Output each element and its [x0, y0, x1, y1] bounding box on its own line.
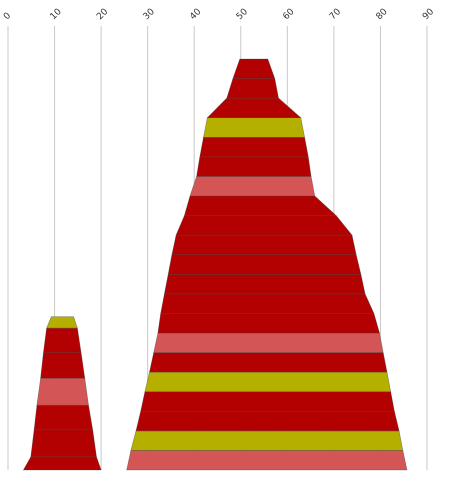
- stack-2-band-9: [160, 293, 375, 314]
- x-tick-label: 50: [235, 7, 250, 22]
- stack-2-band-10: [164, 273, 366, 295]
- stack-2-band-14: [184, 195, 337, 216]
- stack-1-band-7: [46, 316, 78, 329]
- stack-2: [126, 58, 408, 471]
- stack-1-band-2: [30, 429, 97, 458]
- stack-1-band-3: [33, 404, 94, 431]
- stack-2-band-4: [140, 391, 395, 412]
- stack-1-band-1: [22, 456, 102, 471]
- stack-2-band-5: [144, 371, 392, 393]
- stack-2-band-11: [167, 254, 362, 275]
- stack-2-band-16: [196, 156, 312, 177]
- stack-2-band-8: [157, 313, 380, 334]
- stack-1-band-4: [36, 377, 89, 406]
- stack-1: [22, 316, 102, 471]
- stack-2-band-6: [149, 352, 388, 373]
- stack-2-band-1: [126, 450, 408, 471]
- stack-2-band-21: [232, 58, 276, 79]
- stack-2-band-18: [203, 117, 305, 138]
- stack-2-band-2: [130, 430, 404, 451]
- x-tick-label: 80: [374, 7, 389, 22]
- stack-2-band-19: [206, 97, 302, 118]
- stack-2-band-3: [135, 410, 400, 432]
- x-tick-label: 90: [421, 7, 436, 22]
- stack-2-band-7: [153, 332, 384, 353]
- stack-2-band-12: [171, 234, 357, 255]
- x-axis-tick-labels: 0 10 20 30 40 50 60 70 80 90: [2, 7, 436, 22]
- x-tick-label: 70: [328, 7, 343, 22]
- x-tick-label: 40: [188, 7, 203, 22]
- stacks: [22, 58, 408, 471]
- stack-2-band-17: [199, 137, 309, 158]
- x-tick-label: 20: [95, 7, 110, 22]
- stack-1-band-6: [43, 327, 82, 354]
- stack-2-band-15: [189, 176, 316, 197]
- x-tick-label: 10: [49, 7, 64, 22]
- x-tick-label: 30: [142, 7, 157, 22]
- x-tick-label: 60: [281, 7, 296, 22]
- stack-2-band-13: [175, 215, 353, 236]
- stack-2-band-20: [226, 78, 279, 99]
- x-tick-label: 0: [2, 11, 13, 22]
- stack-1-band-5: [40, 352, 86, 379]
